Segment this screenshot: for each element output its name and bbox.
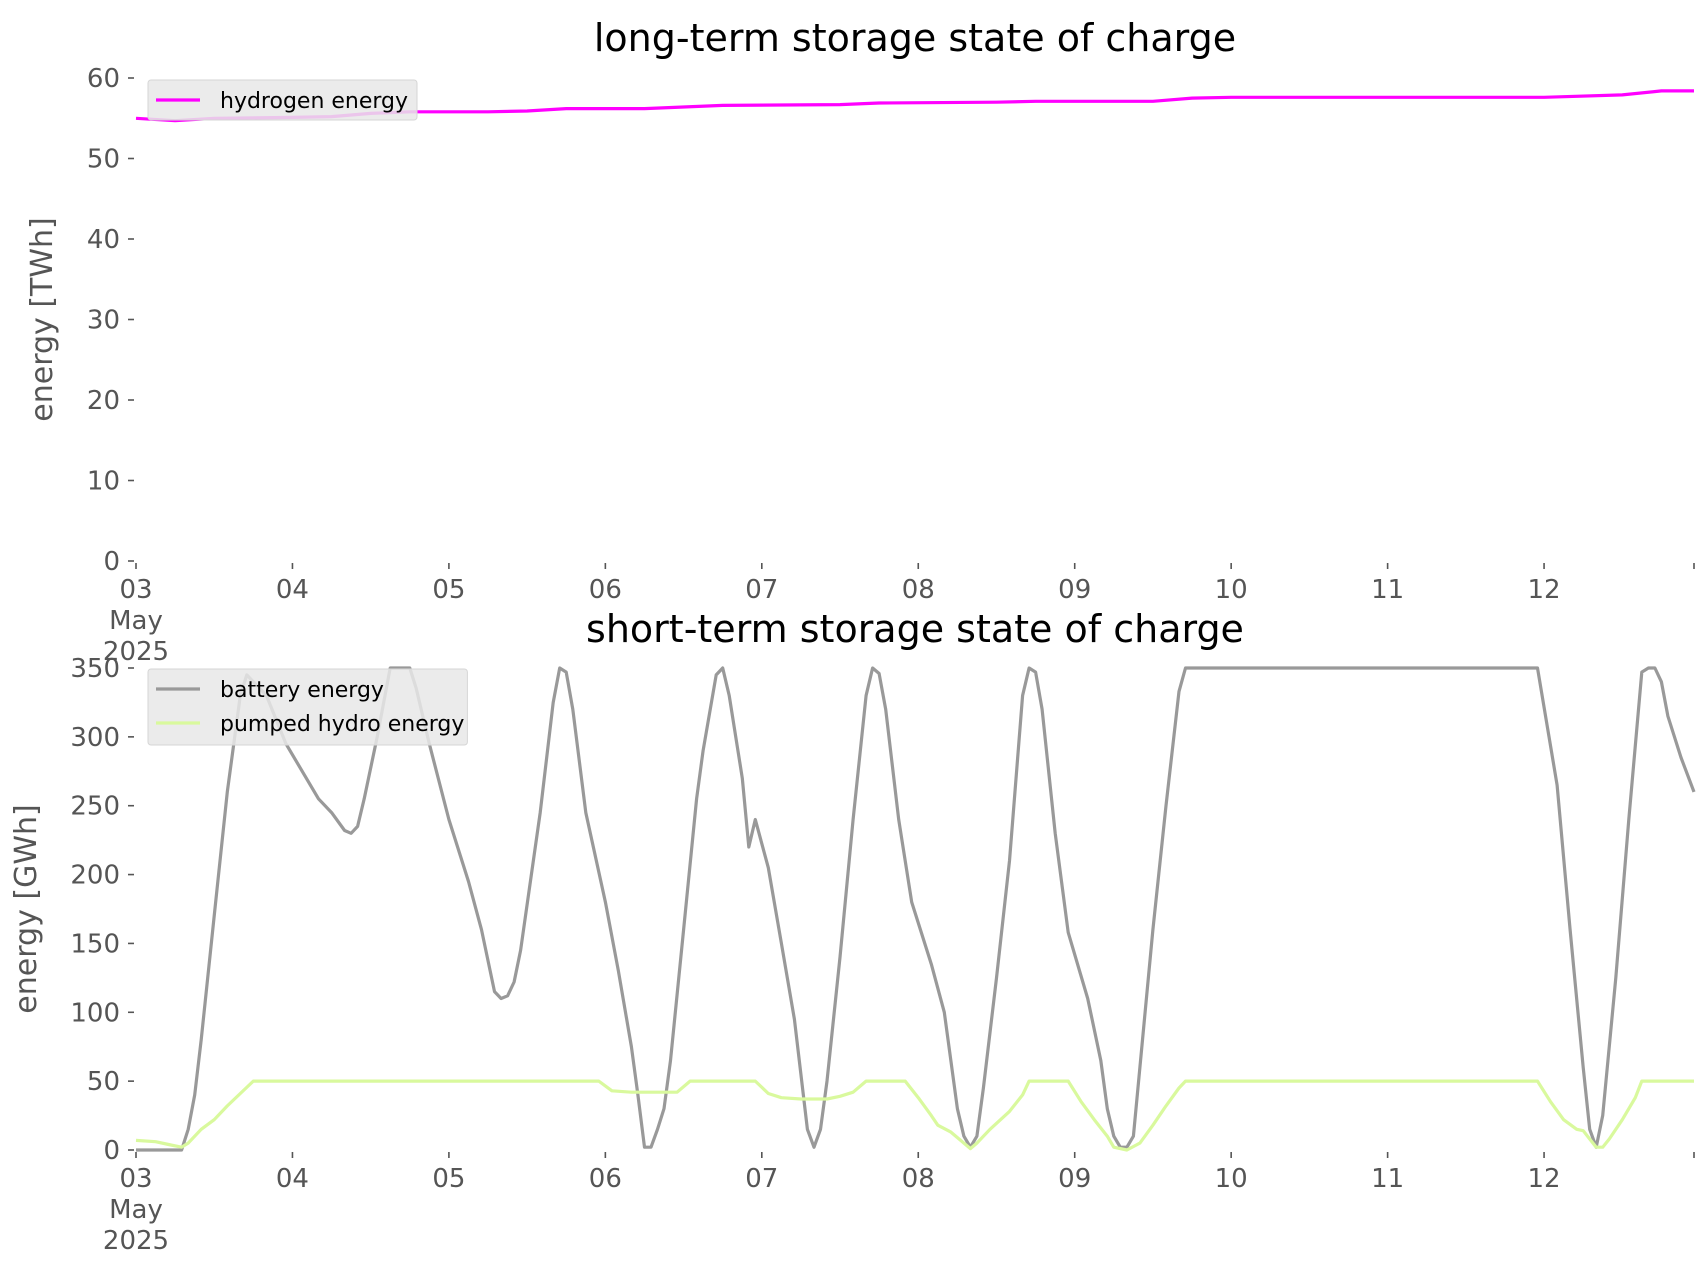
x-tick-label: 10: [1215, 575, 1248, 605]
x-tick-label: 03: [119, 575, 152, 605]
legend: battery energy pumped hydro energy: [147, 668, 468, 746]
x-tick-label: 09: [1058, 1164, 1091, 1194]
x-tick-label: 08: [902, 1164, 935, 1194]
x-tick-label: 12: [1528, 1164, 1561, 1194]
series-line-battery-energy: [136, 666, 1696, 1152]
y-tick-label: 100: [70, 998, 120, 1028]
x-tick-label: 04: [276, 1164, 309, 1194]
chart-title: long-term storage state of charge: [594, 16, 1236, 60]
legend-label: hydrogen energy: [220, 89, 408, 114]
x-tick-label: 10: [1215, 1164, 1248, 1194]
y-tick-label: 10: [87, 467, 120, 497]
y-axis-label: energy [TWh]: [25, 217, 60, 421]
legend-label: battery energy: [220, 678, 384, 703]
legend-box: [147, 79, 418, 121]
y-tick-label: 30: [87, 306, 120, 336]
legend-label: pumped hydro energy: [220, 712, 464, 737]
x-tick-label: 07: [745, 575, 778, 605]
x-tick-label: 2025: [103, 637, 169, 667]
y-axis-label: energy [GWh]: [9, 804, 44, 1013]
y-tick-label: 50: [87, 145, 120, 175]
x-tick-label: 05: [432, 1164, 465, 1194]
chart-panel-1: long-term storage state of charge energy …: [25, 16, 1695, 667]
x-tick-label: 03: [119, 1164, 152, 1194]
x-tick-label: 11: [1371, 575, 1404, 605]
y-tick-label: 300: [70, 723, 120, 753]
x-tick-label: 11: [1371, 1164, 1404, 1194]
series-line-pumped-hydro-energy: [135, 1079, 1694, 1152]
x-tick-label: 06: [589, 575, 622, 605]
x-tick-label: 05: [432, 575, 465, 605]
y-tick-label: 40: [87, 225, 120, 255]
x-tick-label: 12: [1528, 575, 1561, 605]
y-tick-label: 150: [70, 929, 120, 959]
x-tick-label: May: [109, 606, 163, 636]
y-tick-label: 20: [87, 386, 120, 416]
x-tick-label: 09: [1058, 575, 1091, 605]
x-tick-label: 08: [902, 575, 935, 605]
x-tick-label: 2025: [103, 1226, 169, 1256]
y-tick-label: 350: [70, 654, 120, 684]
x-tick-label: 06: [589, 1164, 622, 1194]
y-tick-label: 0: [103, 547, 120, 577]
x-tick-label: 07: [745, 1164, 778, 1194]
chart-title: short-term storage state of charge: [586, 607, 1244, 651]
y-tick-label: 60: [87, 64, 120, 94]
chart-panel-2: short-term storage state of charge energy…: [9, 607, 1696, 1256]
y-tick-label: 0: [103, 1136, 120, 1166]
y-tick-label: 250: [70, 792, 120, 822]
legend: hydrogen energy: [147, 79, 418, 121]
x-tick-label: 04: [276, 575, 309, 605]
legend-box: [147, 668, 468, 746]
x-tick-label: May: [109, 1195, 163, 1225]
y-tick-label: 200: [70, 861, 120, 891]
y-tick-label: 50: [87, 1067, 120, 1097]
